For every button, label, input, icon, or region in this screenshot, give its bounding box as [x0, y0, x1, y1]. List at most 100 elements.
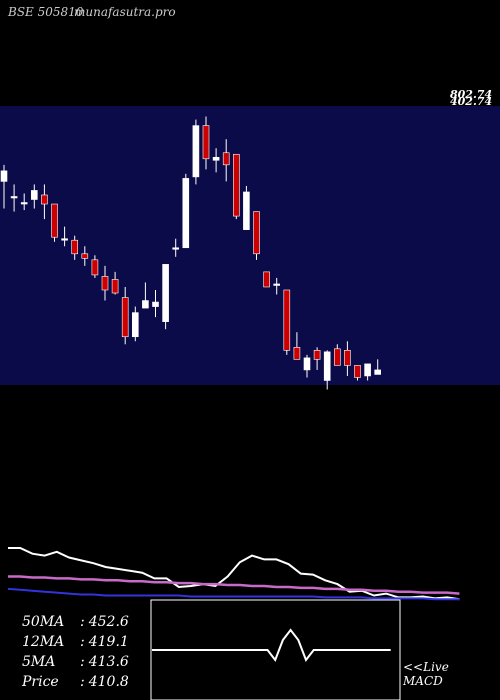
indicator-lines-group	[7, 547, 460, 601]
candles-group	[0, 116, 382, 390]
candle-body	[142, 300, 149, 309]
candle	[152, 289, 159, 318]
candle	[333, 344, 341, 366]
candle-body	[283, 289, 291, 351]
candle	[313, 347, 321, 370]
candle	[61, 226, 68, 247]
candle-body	[172, 247, 179, 250]
candle-body	[222, 152, 230, 166]
candle-body	[81, 253, 89, 259]
candle-body	[303, 357, 311, 371]
candle-body	[212, 156, 220, 161]
candle-body	[111, 279, 119, 294]
candle-body	[10, 196, 18, 199]
stat-row-50ma: 50MA:452.6	[22, 614, 129, 630]
macd-title: MACD	[403, 674, 443, 688]
candle	[253, 211, 260, 260]
candle	[111, 271, 119, 295]
candle	[283, 289, 291, 355]
candle-body	[61, 238, 68, 241]
stats-block: 50MA:452.6 12MA:419.1 5MA:413.6 Price:41…	[22, 612, 129, 692]
candle-body	[30, 190, 38, 200]
candle	[303, 354, 311, 378]
candle	[91, 255, 99, 278]
candle	[354, 365, 361, 381]
candle-body	[162, 264, 169, 322]
candle	[51, 203, 58, 242]
candle-body	[0, 170, 8, 182]
candle	[263, 271, 270, 288]
candle-body	[132, 312, 139, 338]
candle-body	[91, 259, 99, 276]
candle-body	[243, 191, 250, 230]
stat-value: 410.8	[88, 674, 129, 690]
candle	[172, 238, 179, 257]
macd-line	[152, 628, 391, 663]
candle-body	[313, 350, 321, 360]
candle	[364, 363, 371, 381]
macd-box	[150, 599, 401, 700]
price-tag: 402.74	[450, 95, 493, 108]
candle	[273, 277, 281, 295]
macd-group	[152, 628, 391, 663]
candle	[10, 184, 18, 212]
candle	[323, 350, 331, 390]
candle-body	[323, 351, 331, 381]
candle	[142, 282, 149, 309]
price-line	[8, 547, 460, 601]
candle-body	[273, 283, 281, 286]
candle-body	[233, 153, 240, 217]
candle	[41, 184, 48, 220]
candle-body	[253, 211, 260, 255]
stat-value: 413.6	[88, 654, 129, 670]
candle	[202, 116, 210, 170]
candle	[344, 341, 351, 376]
candle-body	[374, 369, 382, 375]
candle-body	[182, 178, 190, 249]
price-tag-overlap: 802.74	[450, 88, 493, 101]
ma_blue-line	[7, 587, 460, 601]
candle	[81, 246, 89, 266]
stat-value: 419.1	[88, 634, 129, 650]
candle	[243, 185, 250, 230]
macd-label[interactable]: <<Live MACD	[403, 660, 449, 688]
ma_pink-line	[8, 575, 460, 595]
candle-body	[41, 194, 48, 205]
stat-row-price: Price:410.8	[22, 674, 129, 690]
candle	[132, 306, 139, 342]
candle	[30, 184, 38, 209]
candle-body	[293, 346, 301, 360]
candle-body	[152, 301, 159, 307]
candle	[222, 139, 230, 182]
candle-body	[71, 239, 78, 255]
candle-body	[51, 203, 58, 238]
candle	[121, 286, 129, 345]
stat-label: 5MA	[22, 654, 56, 670]
candle	[293, 332, 301, 360]
candle	[0, 164, 8, 209]
stat-label: 50MA	[22, 614, 65, 630]
header-site: munafasutra.pro	[74, 5, 176, 19]
candle-body	[344, 350, 351, 366]
candle-body	[101, 276, 109, 291]
candle-panel	[0, 106, 500, 385]
candle-body	[192, 125, 200, 178]
candle-body	[20, 202, 28, 205]
candle	[182, 173, 190, 249]
candle-body	[202, 125, 210, 160]
candle-body	[354, 365, 361, 378]
candle	[162, 264, 169, 330]
candle-body	[333, 348, 341, 366]
stat-row-5ma: 5MA:413.6	[22, 654, 129, 670]
candle	[71, 235, 78, 260]
candle-body	[121, 297, 129, 338]
candle	[20, 193, 28, 211]
header-ticker: BSE 505810	[8, 5, 84, 19]
live-link[interactable]: <<Live	[403, 660, 449, 674]
candle	[233, 153, 240, 220]
candle	[374, 359, 382, 375]
candle-body	[263, 271, 270, 288]
stat-label: Price	[22, 674, 59, 690]
candle-body	[364, 363, 371, 377]
